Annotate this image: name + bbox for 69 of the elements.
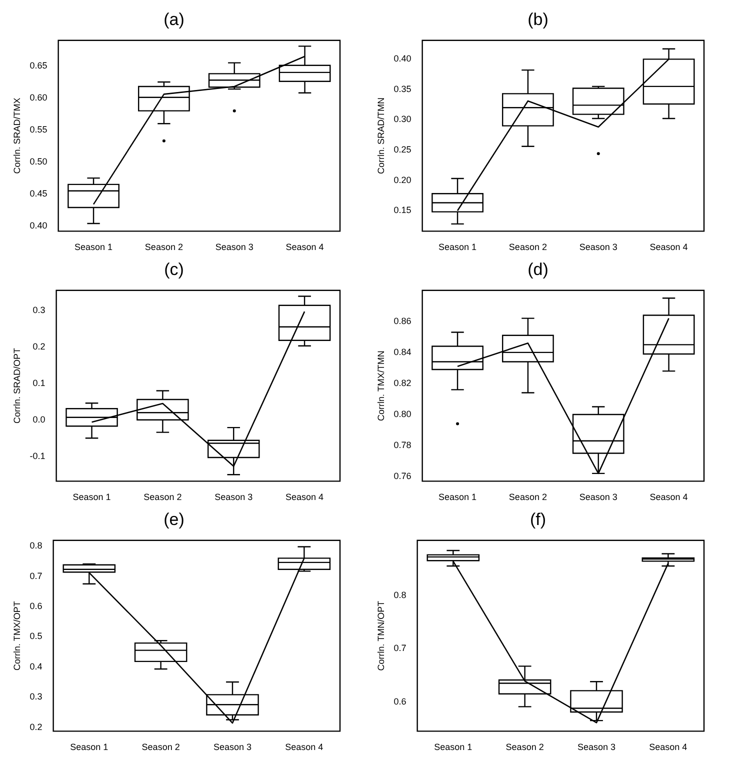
y-tick-label: -0.1 — [30, 450, 46, 461]
y-tick-label: 0.60 — [30, 92, 48, 103]
x-tick-label: Season 4 — [649, 742, 688, 752]
y-axis-title: Corrln. SRAD/OPT — [12, 348, 22, 424]
x-tick-label: Season 4 — [650, 242, 688, 252]
y-tick-label: 0.5 — [30, 631, 42, 642]
x-tick-label: Season 1 — [438, 242, 477, 252]
x-tick-label: Season 1 — [70, 742, 108, 752]
x-tick-label: Season 1 — [72, 492, 111, 502]
x-tick-label: Season 2 — [506, 742, 544, 752]
y-tick-label: 0.6 — [30, 601, 42, 611]
x-tick-label: Season 4 — [285, 742, 324, 752]
y-tick-label: 0.6 — [394, 696, 406, 706]
x-tick-label: Season 3 — [214, 492, 253, 502]
y-tick-label: 0.55 — [30, 124, 48, 135]
y-axis-title: Corrln. SRAD/TMX — [12, 98, 22, 174]
x-tick-label: Season 3 — [577, 742, 616, 752]
x-tick-label: Season 2 — [144, 242, 183, 252]
x-tick-label: Season 3 — [579, 492, 618, 502]
x-tick-label: Season 4 — [286, 242, 324, 252]
x-tick-label: Season 4 — [650, 492, 688, 502]
x-tick-label: Season 4 — [286, 492, 324, 502]
x-tick-label: Season 2 — [508, 242, 547, 252]
x-tick-label: Season 3 — [213, 742, 252, 752]
y-tick-label: 0.2 — [32, 341, 46, 352]
y-tick-label: 0.84 — [394, 346, 412, 357]
y-tick-label: 0.30 — [394, 114, 412, 124]
y-tick-label: 0.0 — [32, 414, 46, 424]
y-tick-label: 0.40 — [30, 220, 48, 231]
y-axis-title: Corrln. TMX/OPT — [12, 600, 22, 670]
y-tick-label: 0.8 — [30, 540, 42, 551]
y-tick-label: 0.2 — [30, 722, 42, 732]
y-tick-label: 0.35 — [394, 84, 412, 94]
chart-title: (f) — [530, 510, 546, 529]
y-tick-label: 0.1 — [32, 378, 46, 388]
y-axis-title: Corrln. TMN/OPT — [376, 600, 386, 671]
y-tick-label: 0.65 — [30, 60, 48, 70]
chart-title: (a) — [164, 10, 184, 29]
x-tick-label: Season 2 — [508, 492, 547, 502]
y-tick-label: 0.20 — [394, 174, 412, 185]
y-axis-title: Corrln. TMX/TMN — [376, 350, 386, 421]
x-tick-label: Season 3 — [215, 242, 254, 252]
x-tick-label: Season 3 — [579, 242, 618, 252]
y-tick-label: 0.4 — [30, 661, 42, 672]
y-tick-label: 0.3 — [30, 692, 42, 702]
chart-title: (e) — [164, 510, 184, 529]
x-tick-label: Season 1 — [438, 492, 477, 502]
x-tick-label: Season 1 — [74, 242, 113, 252]
chart-title: (c) — [164, 260, 184, 279]
y-tick-label: 0.78 — [394, 440, 412, 450]
y-tick-label: 0.80 — [394, 408, 412, 419]
y-tick-label: 0.45 — [30, 188, 48, 199]
x-tick-label: Season 1 — [434, 742, 472, 752]
y-tick-label: 0.86 — [394, 316, 412, 326]
y-axis-title: Corrln. SRAD/TMN — [376, 98, 386, 174]
y-tick-label: 0.40 — [394, 54, 412, 64]
y-tick-label: 0.8 — [394, 590, 406, 600]
y-tick-label: 0.3 — [32, 304, 46, 315]
y-tick-label: 0.7 — [394, 643, 406, 654]
y-tick-label: 0.15 — [394, 205, 412, 216]
y-tick-label: 0.76 — [394, 471, 412, 482]
chart-title: (b) — [528, 10, 548, 29]
x-tick-label: Season 2 — [144, 492, 182, 502]
y-tick-label: 0.50 — [30, 156, 48, 167]
y-tick-label: 0.25 — [394, 144, 412, 155]
y-tick-label: 0.82 — [394, 378, 412, 388]
chart-title: (d) — [528, 260, 548, 279]
y-tick-label: 0.7 — [30, 570, 42, 581]
x-tick-label: Season 2 — [142, 742, 180, 752]
